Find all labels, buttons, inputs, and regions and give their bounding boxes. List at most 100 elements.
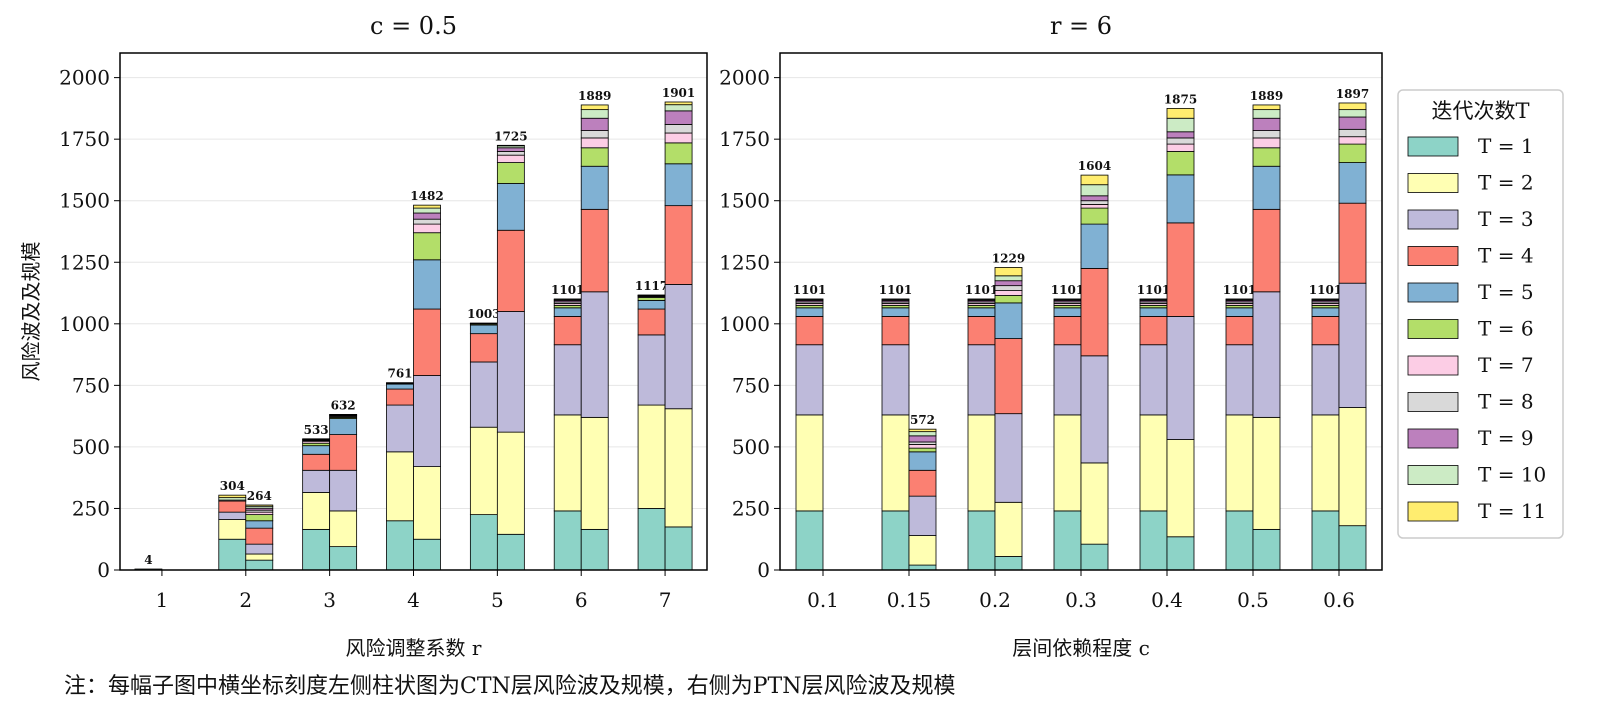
ptn-bar-segment-t4 (908, 469, 937, 497)
ctn-bar-segment-t4 (881, 316, 910, 346)
ctn-bar-segment-t1 (967, 510, 996, 571)
ptn-bar-segment-t4 (1252, 208, 1281, 293)
x-tick-label: 5 (491, 588, 504, 612)
ctn-bar-segment-t5 (1053, 307, 1082, 317)
ctn-bar-segment-t11 (218, 494, 247, 499)
ptn-bar-segment-t9 (1080, 195, 1109, 202)
ctn-bar-segment-t3 (1053, 344, 1082, 416)
bar-group-0-15: 1101 572 (879, 283, 937, 571)
ptn-bar-segment-t11 (1166, 107, 1195, 119)
bar-group-0-5: 1101 1889 (1223, 89, 1283, 571)
legend: 迭代次数T T = 1 T = 2 T = 3 T = 4 T = 5 T = 6 T = 7… (1397, 89, 1564, 539)
ptn-bar-segment-t7 (1252, 137, 1281, 149)
x-tick-label: 0.2 (979, 588, 1011, 612)
ptn-total-label: 264 (247, 489, 272, 503)
ctn-bar-segment-t1 (881, 510, 910, 571)
legend-label-t9: T = 9 (1478, 426, 1534, 450)
ptn-bar-segment-t5 (245, 520, 274, 529)
x-tick-label: 0.6 (1323, 588, 1355, 612)
ptn-bar-segment-t3 (908, 495, 937, 536)
ptn-bar-segment-t7 (994, 290, 1023, 296)
ptn-bar-segment-t2 (908, 535, 937, 566)
ctn-total-label: 1101 (1309, 283, 1342, 297)
ptn-total-label: 1875 (1164, 92, 1197, 106)
y-tick-label: 250 (732, 496, 770, 520)
legend-label-t1: T = 1 (1478, 134, 1534, 158)
ptn-bar-segment-t11 (994, 267, 1023, 277)
ptn-bar-segment-t5 (994, 302, 1023, 339)
x-tick-label: 0.3 (1065, 588, 1097, 612)
x-tick-label: 0.4 (1151, 588, 1183, 612)
ptn-total-label: 1725 (494, 129, 527, 143)
ctn-total-label: 761 (387, 367, 412, 381)
y-tick-label: 1750 (59, 127, 110, 151)
ptn-bar-segment-t3 (994, 413, 1023, 503)
ptn-bar-segment-t5 (1252, 165, 1281, 210)
ptn-bar-segment-t6 (245, 514, 274, 522)
ctn-bar-segment-t2 (1311, 414, 1340, 512)
ptn-bar-segment-t11 (245, 504, 274, 507)
ctn-bar-segment-t9 (386, 382, 414, 384)
ptn-bar-segment-t11 (329, 414, 358, 416)
ptn-bar-segment-t5 (329, 418, 358, 435)
ctn-total-label: 1101 (551, 283, 584, 297)
ptn-bar-segment-t3 (1252, 291, 1281, 418)
y-tick-label: 500 (72, 435, 110, 459)
legend-label-t10: T = 10 (1478, 463, 1546, 487)
ptn-bar-segment-t8 (1252, 130, 1281, 139)
y-axis-label: 风险波及及规模 (19, 242, 43, 382)
x-tick-label: 0.15 (887, 588, 932, 612)
legend-label-t11: T = 11 (1478, 499, 1546, 523)
ptn-bar-segment-t8 (1080, 200, 1109, 205)
bar-group-0-6: 1101 1897 (1309, 87, 1369, 571)
ptn-bar-segment-t3 (1338, 282, 1367, 408)
bar-group-0-4: 1101 1875 (1137, 92, 1197, 571)
ctn-bar-segment-t2 (1053, 414, 1082, 512)
ptn-bar-segment-t9 (908, 435, 937, 443)
ptn-bar-segment-t2 (1080, 462, 1109, 545)
ptn-bar-segment-t2 (413, 466, 441, 540)
legend-label-t5: T = 5 (1478, 280, 1534, 304)
ctn-bar-segment-t5 (1225, 307, 1254, 317)
ctn-bar-segment-t2 (881, 414, 910, 512)
ctn-bar-segment-t5 (1139, 307, 1168, 317)
ptn-bar-segment-t10 (994, 275, 1023, 282)
ctn-total-label: 1101 (1051, 283, 1084, 297)
y-tick-label: 1250 (719, 250, 770, 274)
ptn-bar-segment-t2 (1166, 439, 1195, 538)
ptn-bar-segment-t5 (496, 183, 525, 231)
ctn-bar-segment-t11 (1053, 298, 1082, 300)
ctn-bar-segment-t2 (553, 414, 582, 512)
ptn-bar-segment-t11 (908, 428, 937, 433)
ctn-bar-segment-t3 (469, 361, 498, 428)
y-tick-label: 1500 (719, 189, 770, 213)
ptn-bar-segment-t8 (664, 123, 693, 134)
ctn-bar-segment-t1 (1053, 510, 1082, 571)
ctn-bar-segment-t1 (302, 528, 331, 571)
y-tick-label: 500 (732, 435, 770, 459)
ptn-bar-segment-t2 (994, 501, 1023, 557)
x-tick-label: 7 (659, 588, 672, 612)
ptn-bar-segment-t10 (908, 431, 937, 437)
legend-frame (1397, 89, 1564, 539)
legend-label-t7: T = 7 (1478, 353, 1534, 377)
ptn-bar-segment-t1 (1166, 536, 1195, 571)
ptn-bar-segment-t10 (1252, 109, 1281, 119)
ptn-bar-segment-t6 (664, 142, 693, 165)
ptn-bar-segment-t4 (329, 434, 358, 471)
ctn-bar-segment-t4 (469, 333, 498, 363)
ptn-bar-segment-t3 (496, 311, 525, 433)
ptn-bar-segment-t10 (1166, 117, 1195, 133)
ctn-bar-segment-t11 (1139, 298, 1168, 300)
ptn-bar-segment-t9 (664, 110, 693, 125)
ptn-bar-segment-t11 (1338, 102, 1367, 111)
legend-swatch-t10 (1407, 465, 1459, 485)
ptn-bar-segment-t7 (413, 223, 441, 234)
ctn-bar-segment-t2 (469, 426, 498, 516)
ctn-bar-segment-t5 (967, 307, 996, 317)
ptn-total-label: 632 (331, 398, 356, 412)
legend-swatch-t8 (1407, 392, 1459, 412)
ctn-bar-segment-t3 (881, 344, 910, 416)
